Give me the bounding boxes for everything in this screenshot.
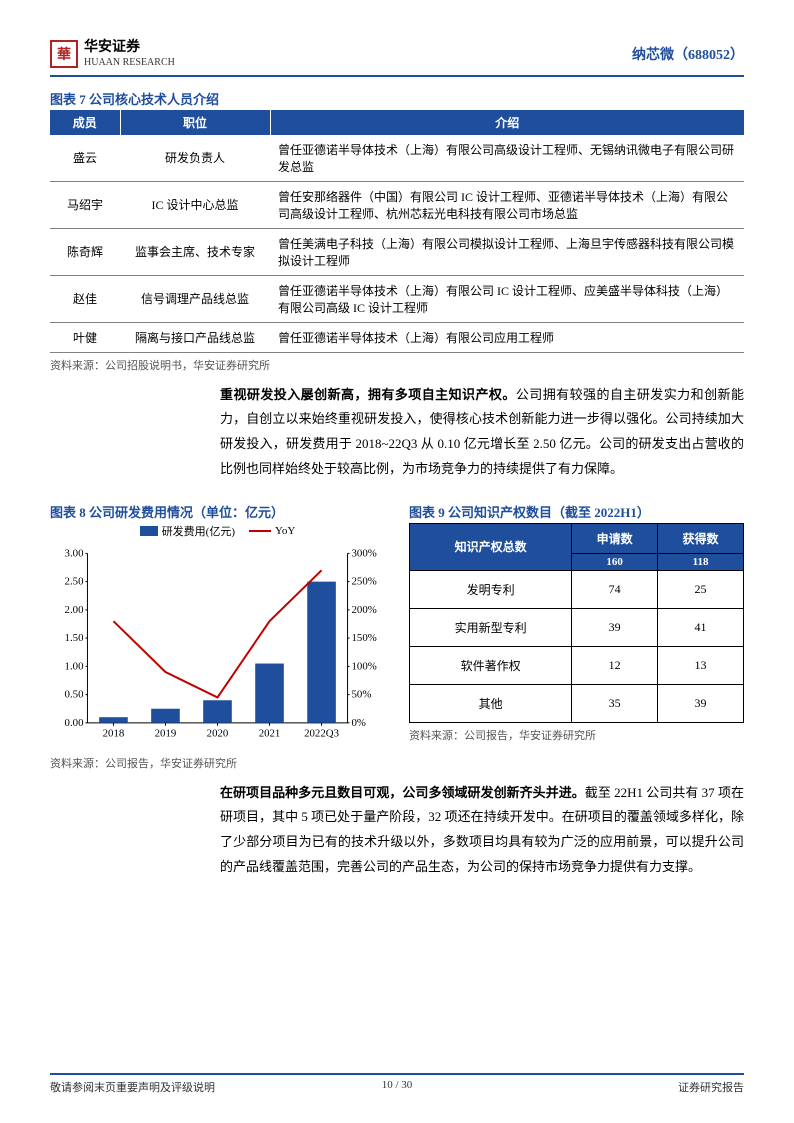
t9-label: 软件著作权: [410, 646, 572, 684]
svg-text:50%: 50%: [352, 688, 372, 700]
table7-row: 叶健 隔离与接口产品线总监 曾任亚德诺半导体技术（上海）有限公司应用工程师: [50, 322, 744, 352]
svg-text:2020: 2020: [207, 727, 229, 739]
t9-label: 发明专利: [410, 570, 572, 608]
table9-row: 软件著作权 12 13: [410, 646, 744, 684]
table7-title: 图表 7 公司核心技术人员介绍: [50, 89, 744, 108]
table7: 成员 职位 介绍 盛云 研发负责人 曾任亚德诺半导体技术（上海）有限公司高级设计…: [50, 110, 744, 353]
table7-header-role: 职位: [120, 110, 270, 135]
t9-h-total: 知识产权总数: [410, 523, 572, 570]
t9-apply: 35: [572, 684, 658, 722]
t9-obtain: 39: [658, 684, 744, 722]
chart8-title: 图表 8 公司研发费用情况（单位：亿元）: [50, 502, 385, 521]
t7-desc: 曾任亚德诺半导体技术（上海）有限公司应用工程师: [270, 322, 744, 352]
table9-row: 实用新型专利 39 41: [410, 608, 744, 646]
brand-logo: 華 华安证券 HUAAN RESEARCH: [50, 40, 175, 69]
svg-text:2.50: 2.50: [65, 575, 84, 587]
table7-header-desc: 介绍: [270, 110, 744, 135]
table9-title: 图表 9 公司知识产权数目（截至 2022H1）: [409, 502, 744, 521]
t9-total-obtain: 118: [658, 553, 744, 570]
t7-role: 监事会主席、技术专家: [120, 228, 270, 275]
chart-table-row: 图表 8 公司研发费用情况（单位：亿元） 研发费用(亿元) YoY 0.000.…: [50, 496, 744, 781]
t7-name: 陈奇辉: [50, 228, 120, 275]
t9-label: 其他: [410, 684, 572, 722]
t7-name: 叶健: [50, 322, 120, 352]
page-header: 華 华安证券 HUAAN RESEARCH 纳芯微（688052）: [50, 40, 744, 69]
t9-apply: 39: [572, 608, 658, 646]
table9-row: 其他 35 39: [410, 684, 744, 722]
t7-role: 隔离与接口产品线总监: [120, 322, 270, 352]
paragraph-1: 重视研发投入屡创新高，拥有多项自主知识产权。公司拥有较强的自主研发实力和创新能力…: [220, 383, 744, 482]
svg-text:2021: 2021: [259, 727, 281, 739]
t7-role: 研发负责人: [120, 135, 270, 182]
table7-row: 赵佳 信号调理产品线总监 曾任亚德诺半导体技术（上海）有限公司 IC 设计工程师…: [50, 275, 744, 322]
svg-text:3.00: 3.00: [65, 547, 84, 559]
company-title: 纳芯微（688052）: [632, 44, 744, 64]
page-footer: 敬请参阅末页重要声明及评级说明 10 / 30 证券研究报告: [50, 1073, 744, 1095]
footer-center: 10 / 30: [50, 1079, 744, 1091]
table7-row: 马绍宇 IC 设计中心总监 曾任安那络器件（中国）有限公司 IC 设计工程师、亚…: [50, 181, 744, 228]
paragraph-2: 在研项目品种多元且数目可观，公司多领域研发创新齐头并进。截至 22H1 公司共有…: [220, 781, 744, 880]
brand-name-en: HUAAN RESEARCH: [84, 57, 175, 69]
svg-text:150%: 150%: [352, 632, 377, 644]
para2-bold: 在研项目品种多元且数目可观，公司多领域研发创新齐头并进。: [220, 785, 585, 800]
t7-desc: 曾任亚德诺半导体技术（上海）有限公司高级设计工程师、无锡纳讯微电子有限公司研发总…: [270, 135, 744, 182]
chart8-source: 资料来源：公司报告，华安证券研究所: [50, 755, 385, 771]
svg-text:2019: 2019: [155, 727, 177, 739]
t7-name: 赵佳: [50, 275, 120, 322]
t9-label: 实用新型专利: [410, 608, 572, 646]
header-rule: [50, 75, 744, 77]
t7-desc: 曾任安那络器件（中国）有限公司 IC 设计工程师、亚德诺半导体技术（上海）有限公…: [270, 181, 744, 228]
t9-h-obtain: 获得数: [658, 523, 744, 553]
svg-text:0.50: 0.50: [65, 688, 84, 700]
table9: 知识产权总数 申请数 获得数 160 118 发明专利 74 25实用新型专利 …: [409, 523, 744, 723]
t7-role: 信号调理产品线总监: [120, 275, 270, 322]
table7-source: 资料来源：公司招股说明书，华安证券研究所: [50, 357, 744, 373]
legend-line: YoY: [249, 523, 295, 539]
svg-text:0%: 0%: [352, 716, 366, 728]
chart8: 0.00 0.50 1.00 1.50 2.00 2.50 3.00 0% 50% 100% 150…: [50, 541, 385, 751]
table7-header-member: 成员: [50, 110, 120, 135]
t9-obtain: 13: [658, 646, 744, 684]
table7-row: 盛云 研发负责人 曾任亚德诺半导体技术（上海）有限公司高级设计工程师、无锡纳讯微…: [50, 135, 744, 182]
t7-name: 盛云: [50, 135, 120, 182]
para1-bold: 重视研发投入屡创新高，拥有多项自主知识产权。: [220, 387, 516, 402]
svg-text:2.00: 2.00: [65, 603, 84, 615]
chart8-legend: 研发费用(亿元) YoY: [50, 523, 385, 539]
svg-text:100%: 100%: [352, 660, 377, 672]
table7-row: 陈奇辉 监事会主席、技术专家 曾任美满电子科技（上海）有限公司模拟设计工程师、上…: [50, 228, 744, 275]
brand-name-cn: 华安证券: [84, 40, 175, 57]
svg-text:300%: 300%: [352, 547, 377, 559]
t9-apply: 74: [572, 570, 658, 608]
svg-text:2022Q3: 2022Q3: [304, 727, 339, 739]
table9-source: 资料来源：公司报告，华安证券研究所: [409, 727, 744, 743]
t7-name: 马绍宇: [50, 181, 120, 228]
logo-icon: 華: [50, 40, 78, 68]
svg-text:1.00: 1.00: [65, 660, 84, 672]
logo-text: 华安证券 HUAAN RESEARCH: [84, 40, 175, 69]
svg-text:1.50: 1.50: [65, 632, 84, 644]
t9-total-apply: 160: [572, 553, 658, 570]
svg-text:200%: 200%: [352, 603, 377, 615]
svg-text:0.00: 0.00: [65, 716, 84, 728]
t7-desc: 曾任亚德诺半导体技术（上海）有限公司 IC 设计工程师、应美盛半导体科技（上海）…: [270, 275, 744, 322]
t9-apply: 12: [572, 646, 658, 684]
svg-text:250%: 250%: [352, 575, 377, 587]
table9-col: 图表 9 公司知识产权数目（截至 2022H1） 知识产权总数 申请数 获得数 …: [409, 496, 744, 781]
chart8-col: 图表 8 公司研发费用情况（单位：亿元） 研发费用(亿元) YoY 0.000.…: [50, 496, 385, 781]
svg-text:2018: 2018: [103, 727, 125, 739]
t7-desc: 曾任美满电子科技（上海）有限公司模拟设计工程师、上海旦宇传感器科技有限公司模拟设…: [270, 228, 744, 275]
t7-role: IC 设计中心总监: [120, 181, 270, 228]
t9-h-apply: 申请数: [572, 523, 658, 553]
t9-obtain: 41: [658, 608, 744, 646]
t9-obtain: 25: [658, 570, 744, 608]
table9-row: 发明专利 74 25: [410, 570, 744, 608]
legend-bar: 研发费用(亿元): [140, 523, 235, 539]
